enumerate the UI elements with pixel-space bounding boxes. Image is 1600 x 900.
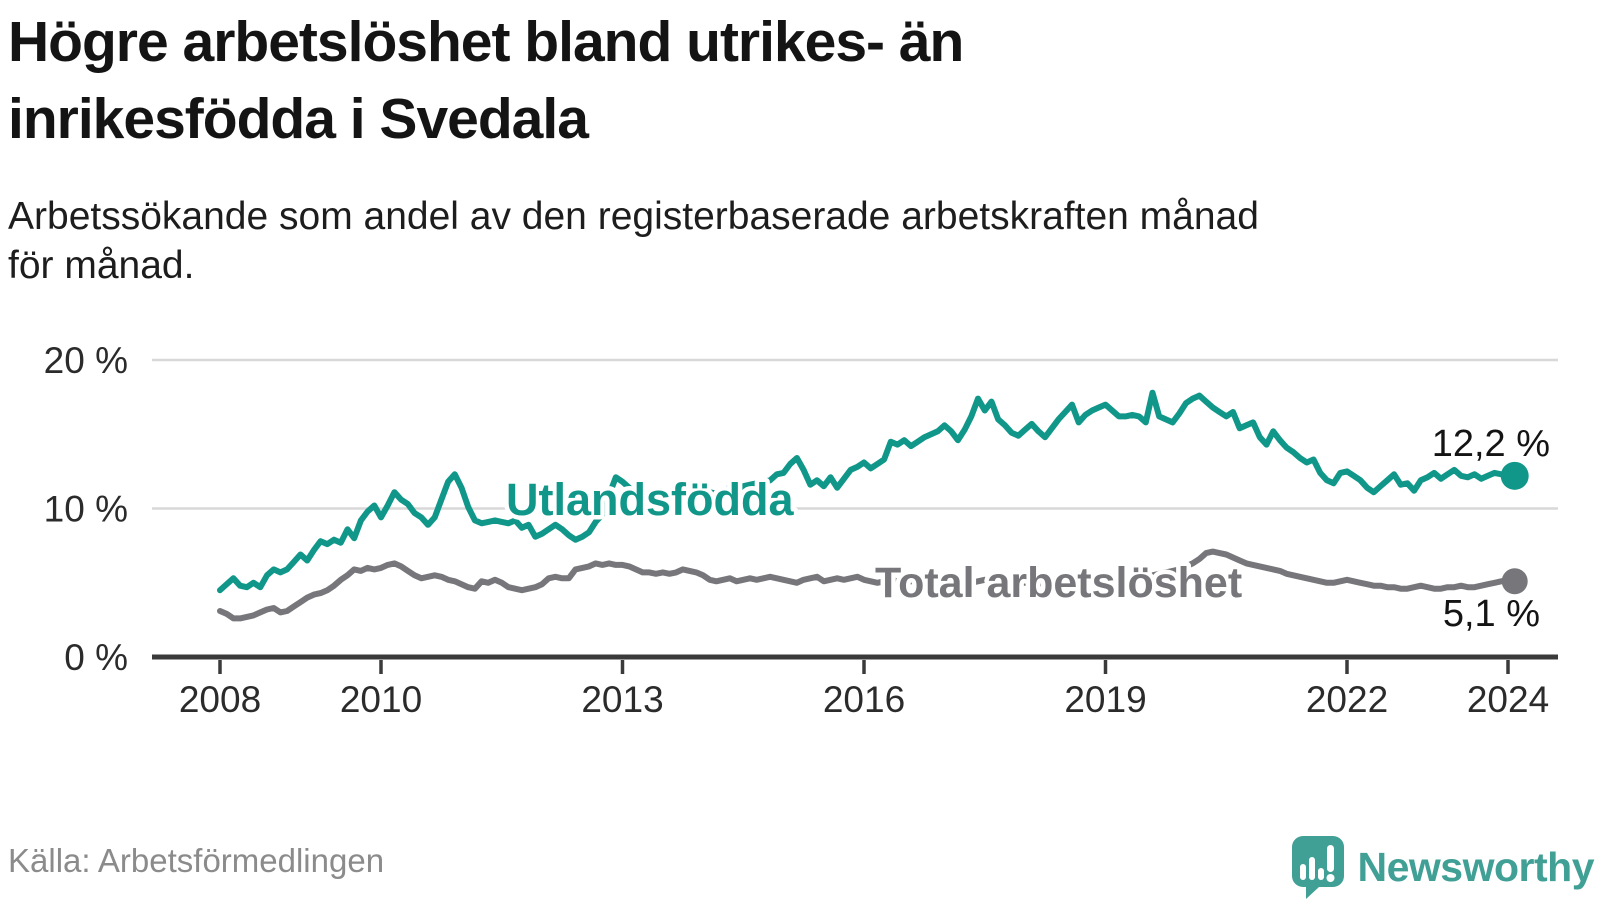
end-value-label-total-arbetsl-shet: 5,1 % xyxy=(1443,593,1540,635)
y-tick-label-10: 10 % xyxy=(44,489,128,530)
series-end-dot-total-arbetsl-shet xyxy=(1501,568,1528,595)
x-tick-label-2010: 2010 xyxy=(340,679,422,720)
series-line-total-arbetsl-shet xyxy=(217,548,1518,622)
series-label-utlandsf-dda: Utlandsfödda xyxy=(506,474,794,525)
logo-bubble xyxy=(1291,836,1344,899)
logo-exclamation-dot xyxy=(1326,874,1334,882)
logo-exclamation-bar xyxy=(1326,845,1334,872)
x-tick-label-2022: 2022 xyxy=(1306,679,1388,720)
x-tick-label-2016: 2016 xyxy=(823,679,905,720)
page-title: Högre arbetslöshet bland utrikes- än inr… xyxy=(8,4,964,158)
y-tick-label-20: 20 % xyxy=(44,340,128,381)
source-note: Källa: Arbetsförmedlingen xyxy=(8,842,385,879)
x-tick-label-2013: 2013 xyxy=(581,679,663,720)
x-tick-label-2024: 2024 xyxy=(1467,679,1549,720)
subtitle-line-2: för månad. xyxy=(8,244,195,287)
unemployment-line-chart: 2008 2010 2013 2016 2019 2022 2024 20 % 10 % 0 % U… xyxy=(44,340,1558,720)
title-line-2: inrikesfödda i Svedala xyxy=(8,87,589,151)
y-tick-label-0: 0 % xyxy=(64,637,128,678)
title-line-1: Högre arbetslöshet bland utrikes- än xyxy=(8,10,964,74)
logo-bar-3 xyxy=(1317,868,1324,880)
logo-bar-2 xyxy=(1308,857,1315,880)
newsworthy-logo-icon xyxy=(1291,836,1344,899)
series-end-dot-utlandsf-dda xyxy=(1500,461,1529,490)
newsworthy-logo: Newsworthy xyxy=(1291,836,1595,899)
end-value-label-utlandsf-dda: 12,2 % xyxy=(1432,423,1550,465)
series-label-total-arbetsl-shet: Total arbetslöshet xyxy=(875,559,1242,607)
newsworthy-logo-text: Newsworthy xyxy=(1357,844,1595,890)
x-tick-label-2019: 2019 xyxy=(1064,679,1146,720)
logo-bar-1 xyxy=(1299,864,1306,880)
series-line-utlandsf-dda xyxy=(217,389,1518,594)
page-subtitle: Arbetssökande som andel av den registerb… xyxy=(8,192,1259,290)
subtitle-line-1: Arbetssökande som andel av den registerb… xyxy=(8,195,1259,238)
x-tick-label-2008: 2008 xyxy=(179,679,261,720)
